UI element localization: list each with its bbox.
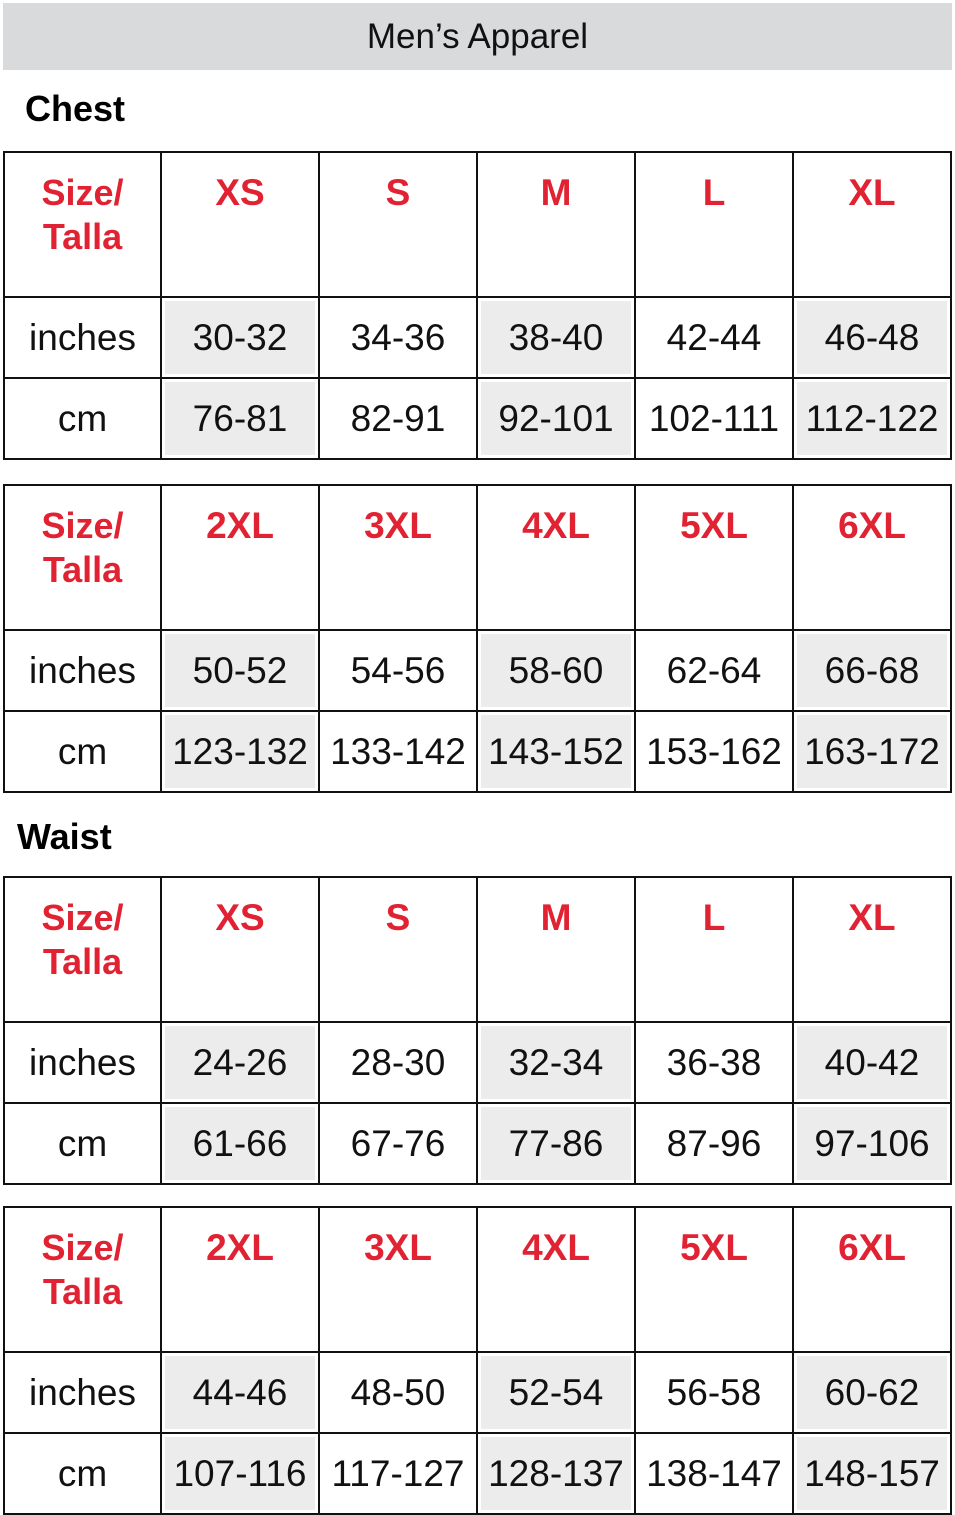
size-table: Size/Talla XS S M L XL inches 30-32 34-36 38-40 42… <box>3 151 952 460</box>
measurement-cell: 66-68 <box>792 629 952 712</box>
table-row: cm 61-66 67-76 77-86 87-96 97-106 <box>3 1102 952 1185</box>
size-header: XS <box>160 876 320 1023</box>
measurement-cell: 44-46 <box>160 1351 320 1434</box>
measurement-cell: 62-64 <box>634 629 794 712</box>
unit-label: cm <box>3 1102 162 1185</box>
size-header: 4XL <box>476 1206 636 1353</box>
section-title-chest: Chest <box>25 88 126 129</box>
size-header: 4XL <box>476 484 636 631</box>
measurement-cell: 123-132 <box>160 710 320 793</box>
size-table: Size/Talla 2XL 3XL 4XL 5XL 6XL inches 44-46 48-5… <box>3 1206 952 1515</box>
measurement-cell: 54-56 <box>318 629 478 712</box>
measurement-cell: 58-60 <box>476 629 636 712</box>
size-header: 2XL <box>160 484 320 631</box>
size-header: M <box>476 876 636 1023</box>
section-title-waist: Waist <box>17 816 112 857</box>
size-header: S <box>318 151 478 298</box>
measurement-cell: 30-32 <box>160 296 320 379</box>
size-label: Size/Talla <box>3 484 162 631</box>
unit-label: cm <box>3 377 162 460</box>
measurement-cell: 24-26 <box>160 1021 320 1104</box>
size-header-row: Size/Talla XS S M L XL <box>3 876 952 1023</box>
size-header: 5XL <box>634 1206 794 1353</box>
measurement-cell: 67-76 <box>318 1102 478 1185</box>
size-header: 3XL <box>318 484 478 631</box>
size-header: M <box>476 151 636 298</box>
measurement-cell: 42-44 <box>634 296 794 379</box>
table-row: cm 76-81 82-91 92-101 102-111 112-122 <box>3 377 952 460</box>
measurement-cell: 76-81 <box>160 377 320 460</box>
measurement-cell: 40-42 <box>792 1021 952 1104</box>
measurement-cell: 133-142 <box>318 710 478 793</box>
measurement-cell: 34-36 <box>318 296 478 379</box>
measurement-cell: 102-111 <box>634 377 794 460</box>
measurement-cell: 87-96 <box>634 1102 794 1185</box>
unit-label: cm <box>3 1432 162 1515</box>
size-table: Size/Talla 2XL 3XL 4XL 5XL 6XL inches 50-52 54-5… <box>3 484 952 793</box>
measurement-cell: 143-152 <box>476 710 636 793</box>
measurement-cell: 112-122 <box>792 377 952 460</box>
size-header: 3XL <box>318 1206 478 1353</box>
measurement-cell: 128-137 <box>476 1432 636 1515</box>
table-row: inches 50-52 54-56 58-60 62-64 66-68 <box>3 629 952 712</box>
measurement-cell: 117-127 <box>318 1432 478 1515</box>
size-label: Size/Talla <box>3 876 162 1023</box>
measurement-cell: 46-48 <box>792 296 952 379</box>
unit-label: inches <box>3 296 162 379</box>
measurement-cell: 97-106 <box>792 1102 952 1185</box>
measurement-cell: 50-52 <box>160 629 320 712</box>
size-header: L <box>634 151 794 298</box>
measurement-cell: 56-58 <box>634 1351 794 1434</box>
measurement-cell: 148-157 <box>792 1432 952 1515</box>
measurement-cell: 163-172 <box>792 710 952 793</box>
size-table: Size/Talla XS S M L XL inches 24-26 28-30 32-34 36… <box>3 876 952 1185</box>
size-header: 2XL <box>160 1206 320 1353</box>
size-header: S <box>318 876 478 1023</box>
size-header: XL <box>792 876 952 1023</box>
unit-label: inches <box>3 1021 162 1104</box>
measurement-cell: 28-30 <box>318 1021 478 1104</box>
measurement-cell: 77-86 <box>476 1102 636 1185</box>
size-header-row: Size/Talla 2XL 3XL 4XL 5XL 6XL <box>3 1206 952 1353</box>
size-label: Size/Talla <box>3 1206 162 1353</box>
measurement-cell: 92-101 <box>476 377 636 460</box>
measurement-cell: 32-34 <box>476 1021 636 1104</box>
table-row: cm 123-132 133-142 143-152 153-162 163-172 <box>3 710 952 793</box>
measurement-cell: 36-38 <box>634 1021 794 1104</box>
measurement-cell: 153-162 <box>634 710 794 793</box>
page-title: Men’s Apparel <box>3 3 952 70</box>
size-header: XS <box>160 151 320 298</box>
size-header-row: Size/Talla XS S M L XL <box>3 151 952 298</box>
measurement-cell: 48-50 <box>318 1351 478 1434</box>
measurement-cell: 52-54 <box>476 1351 636 1434</box>
unit-label: inches <box>3 629 162 712</box>
measurement-cell: 61-66 <box>160 1102 320 1185</box>
size-header: 6XL <box>792 1206 952 1353</box>
measurement-cell: 107-116 <box>160 1432 320 1515</box>
size-header: L <box>634 876 794 1023</box>
table-row: inches 44-46 48-50 52-54 56-58 60-62 <box>3 1351 952 1434</box>
table-row: inches 24-26 28-30 32-34 36-38 40-42 <box>3 1021 952 1104</box>
measurement-cell: 38-40 <box>476 296 636 379</box>
table-row: cm 107-116 117-127 128-137 138-147 148-157 <box>3 1432 952 1515</box>
size-header: 5XL <box>634 484 794 631</box>
table-row: inches 30-32 34-36 38-40 42-44 46-48 <box>3 296 952 379</box>
size-label: Size/Talla <box>3 151 162 298</box>
unit-label: inches <box>3 1351 162 1434</box>
size-header: 6XL <box>792 484 952 631</box>
size-header: XL <box>792 151 952 298</box>
measurement-cell: 138-147 <box>634 1432 794 1515</box>
unit-label: cm <box>3 710 162 793</box>
size-header-row: Size/Talla 2XL 3XL 4XL 5XL 6XL <box>3 484 952 631</box>
measurement-cell: 82-91 <box>318 377 478 460</box>
measurement-cell: 60-62 <box>792 1351 952 1434</box>
